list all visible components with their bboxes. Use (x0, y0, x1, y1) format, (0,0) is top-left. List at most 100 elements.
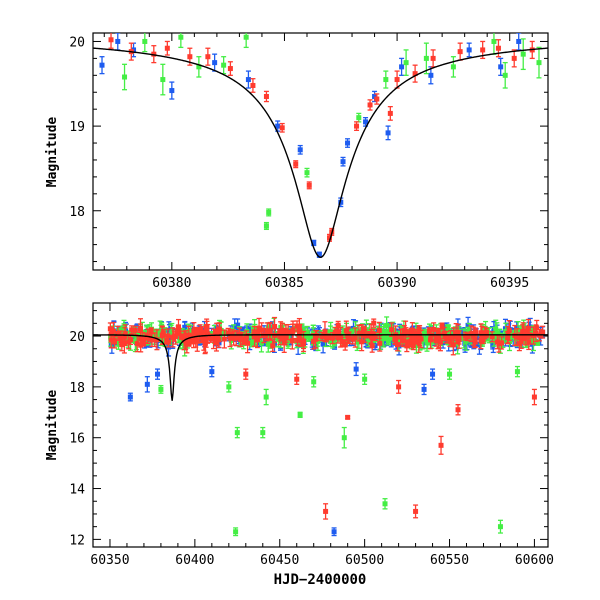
data-point-red (138, 337, 144, 353)
data-point-red (186, 333, 192, 347)
data-point-red (441, 326, 447, 340)
data-point-blue (245, 70, 251, 89)
y-tick-label: 12 (69, 533, 85, 548)
y-tick-label: 14 (69, 483, 85, 498)
data-point-red (438, 435, 444, 455)
x-tick-label: 60500 (345, 553, 384, 568)
bottom-panel-x-axis-label: HJD−2400000 (274, 572, 367, 588)
data-point-green (160, 63, 166, 96)
top-panel-plot-area (93, 33, 548, 259)
data-point-green (178, 33, 184, 49)
data-point-red (462, 331, 468, 341)
data-point-red (119, 337, 125, 352)
data-point-red (533, 324, 539, 343)
data-point-red (374, 93, 380, 105)
data-point-blue (331, 527, 337, 537)
data-point-red (362, 329, 368, 343)
data-point-red (227, 61, 233, 76)
model-curve (93, 334, 548, 401)
data-point-red (279, 322, 285, 341)
data-point-red (448, 330, 454, 345)
data-point-red (389, 322, 395, 337)
data-point-red (293, 160, 299, 169)
data-point-red (170, 327, 176, 348)
data-point-green (266, 208, 272, 217)
top-panel-y-axis-label: Magnitude (45, 117, 60, 188)
data-point-green (234, 426, 240, 439)
data-point-green (356, 112, 362, 123)
data-point-red (372, 331, 378, 342)
data-point-red (457, 42, 463, 61)
data-point-red (285, 323, 291, 341)
data-point-blue (144, 376, 150, 393)
data-point-blue (516, 33, 522, 51)
data-point-red (233, 330, 239, 347)
data-point-red (152, 332, 158, 348)
data-point-green (403, 49, 409, 76)
data-point-blue (155, 368, 161, 380)
data-point-red (455, 404, 461, 416)
data-point-red (472, 333, 478, 348)
data-point-red (151, 45, 157, 64)
data-point-red (279, 122, 285, 133)
data-point-red (221, 329, 227, 349)
y-tick-label: 20 (69, 330, 85, 345)
data-point-red (499, 336, 505, 350)
data-point-green (263, 221, 269, 231)
data-point-green (536, 46, 542, 79)
data-point-green (341, 426, 347, 449)
data-point-blue (311, 239, 317, 247)
data-point-red (387, 105, 393, 121)
data-point-red (345, 414, 351, 420)
data-point-blue (212, 53, 218, 72)
data-point-red (294, 320, 300, 332)
data-point-blue (399, 57, 405, 76)
data-point-red (367, 99, 373, 111)
data-point-red (264, 322, 270, 342)
y-tick-label: 18 (69, 381, 85, 396)
data-point-blue (421, 383, 427, 396)
data-point-green (520, 38, 526, 71)
data-point-red (176, 318, 182, 335)
data-point-red (164, 40, 170, 56)
data-point-red (251, 329, 257, 338)
data-point-red (250, 78, 256, 93)
data-point-blue (345, 138, 351, 148)
data-point-red (511, 49, 517, 68)
bottom-panel-clip (93, 316, 548, 537)
data-point-blue (297, 144, 303, 155)
data-point-green (233, 527, 239, 537)
data-point-green (497, 519, 503, 534)
x-tick-label: 60380 (152, 276, 191, 291)
x-tick-label: 60400 (175, 553, 214, 568)
bottom-panel: 60350 60400 60450 60500 60550 60600 12 14 16 18 20… (45, 302, 554, 588)
data-point-red (368, 328, 374, 345)
data-point-red (403, 320, 409, 343)
data-point-green (304, 167, 310, 178)
x-tick-label: 60450 (260, 553, 299, 568)
data-point-red (412, 64, 418, 83)
data-point-red (115, 325, 121, 342)
data-point-green (260, 426, 266, 439)
data-point-red (205, 47, 211, 66)
data-point-red (411, 336, 417, 345)
data-point-green (243, 33, 249, 49)
data-point-green (382, 498, 388, 510)
data-point-red (396, 379, 402, 394)
data-point-red (245, 333, 251, 354)
data-point-red (343, 320, 349, 342)
data-point-green (362, 373, 368, 385)
top-panel-ticks: 60380 60385 60390 60395 18 19 20 (69, 33, 548, 291)
y-tick-label: 16 (69, 432, 85, 447)
x-tick-label: 60395 (490, 276, 529, 291)
data-point-green (226, 381, 232, 393)
data-point-blue (498, 57, 504, 76)
top-panel-frame (92, 32, 549, 271)
data-point-green (221, 56, 227, 75)
data-point-red (431, 322, 437, 337)
data-point-red (122, 324, 128, 343)
data-point-red (531, 388, 537, 406)
data-point-blue (169, 81, 175, 100)
data-point-green (196, 56, 202, 78)
data-point-red (243, 368, 249, 380)
